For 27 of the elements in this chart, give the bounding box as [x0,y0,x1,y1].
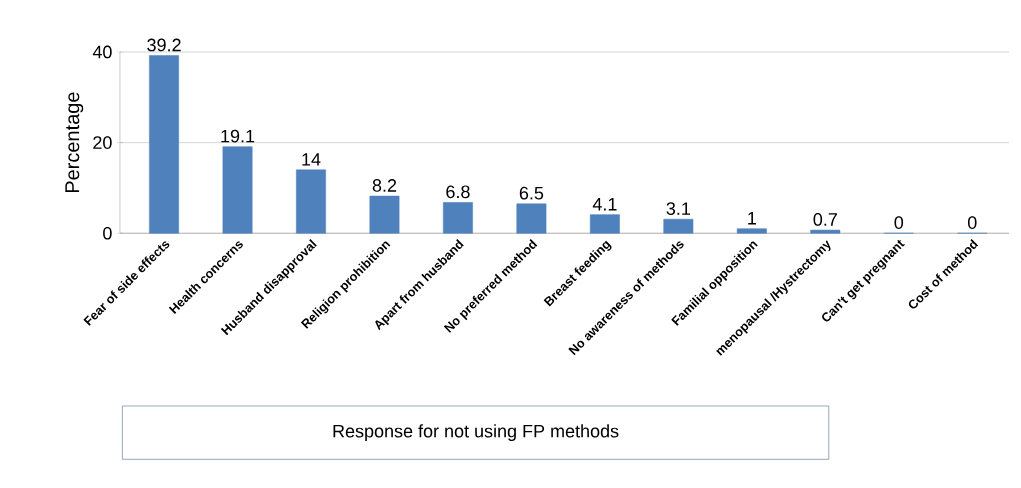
bar [516,203,547,234]
bar [589,214,620,234]
y-tick-label: 40 [92,45,112,59]
data-label: 0.7 [813,213,837,226]
bar [663,219,694,234]
data-label: 19.1 [221,129,255,143]
data-label: 1 [748,212,756,225]
data-label: 3.1 [666,202,691,215]
bar [810,229,841,234]
x-axis-title: Response for not using FP methods [333,424,619,442]
y-tick-label: 0 [103,226,112,240]
bar [222,146,253,234]
data-label: 8.2 [372,179,397,192]
bar [443,202,473,234]
y-axis-title: Percentage [65,92,84,193]
y-tick-label: 20 [93,136,112,150]
data-label: 6.8 [446,185,470,199]
bar [296,169,326,234]
data-label: 4.1 [592,198,617,211]
data-label: 6.5 [519,186,544,200]
bar [369,195,400,234]
bar [149,55,179,234]
data-label: 14 [302,153,321,166]
data-label: 0 [894,216,904,230]
data-label: 39.2 [147,38,181,52]
bar [736,228,767,234]
data-label: 0 [967,216,977,230]
